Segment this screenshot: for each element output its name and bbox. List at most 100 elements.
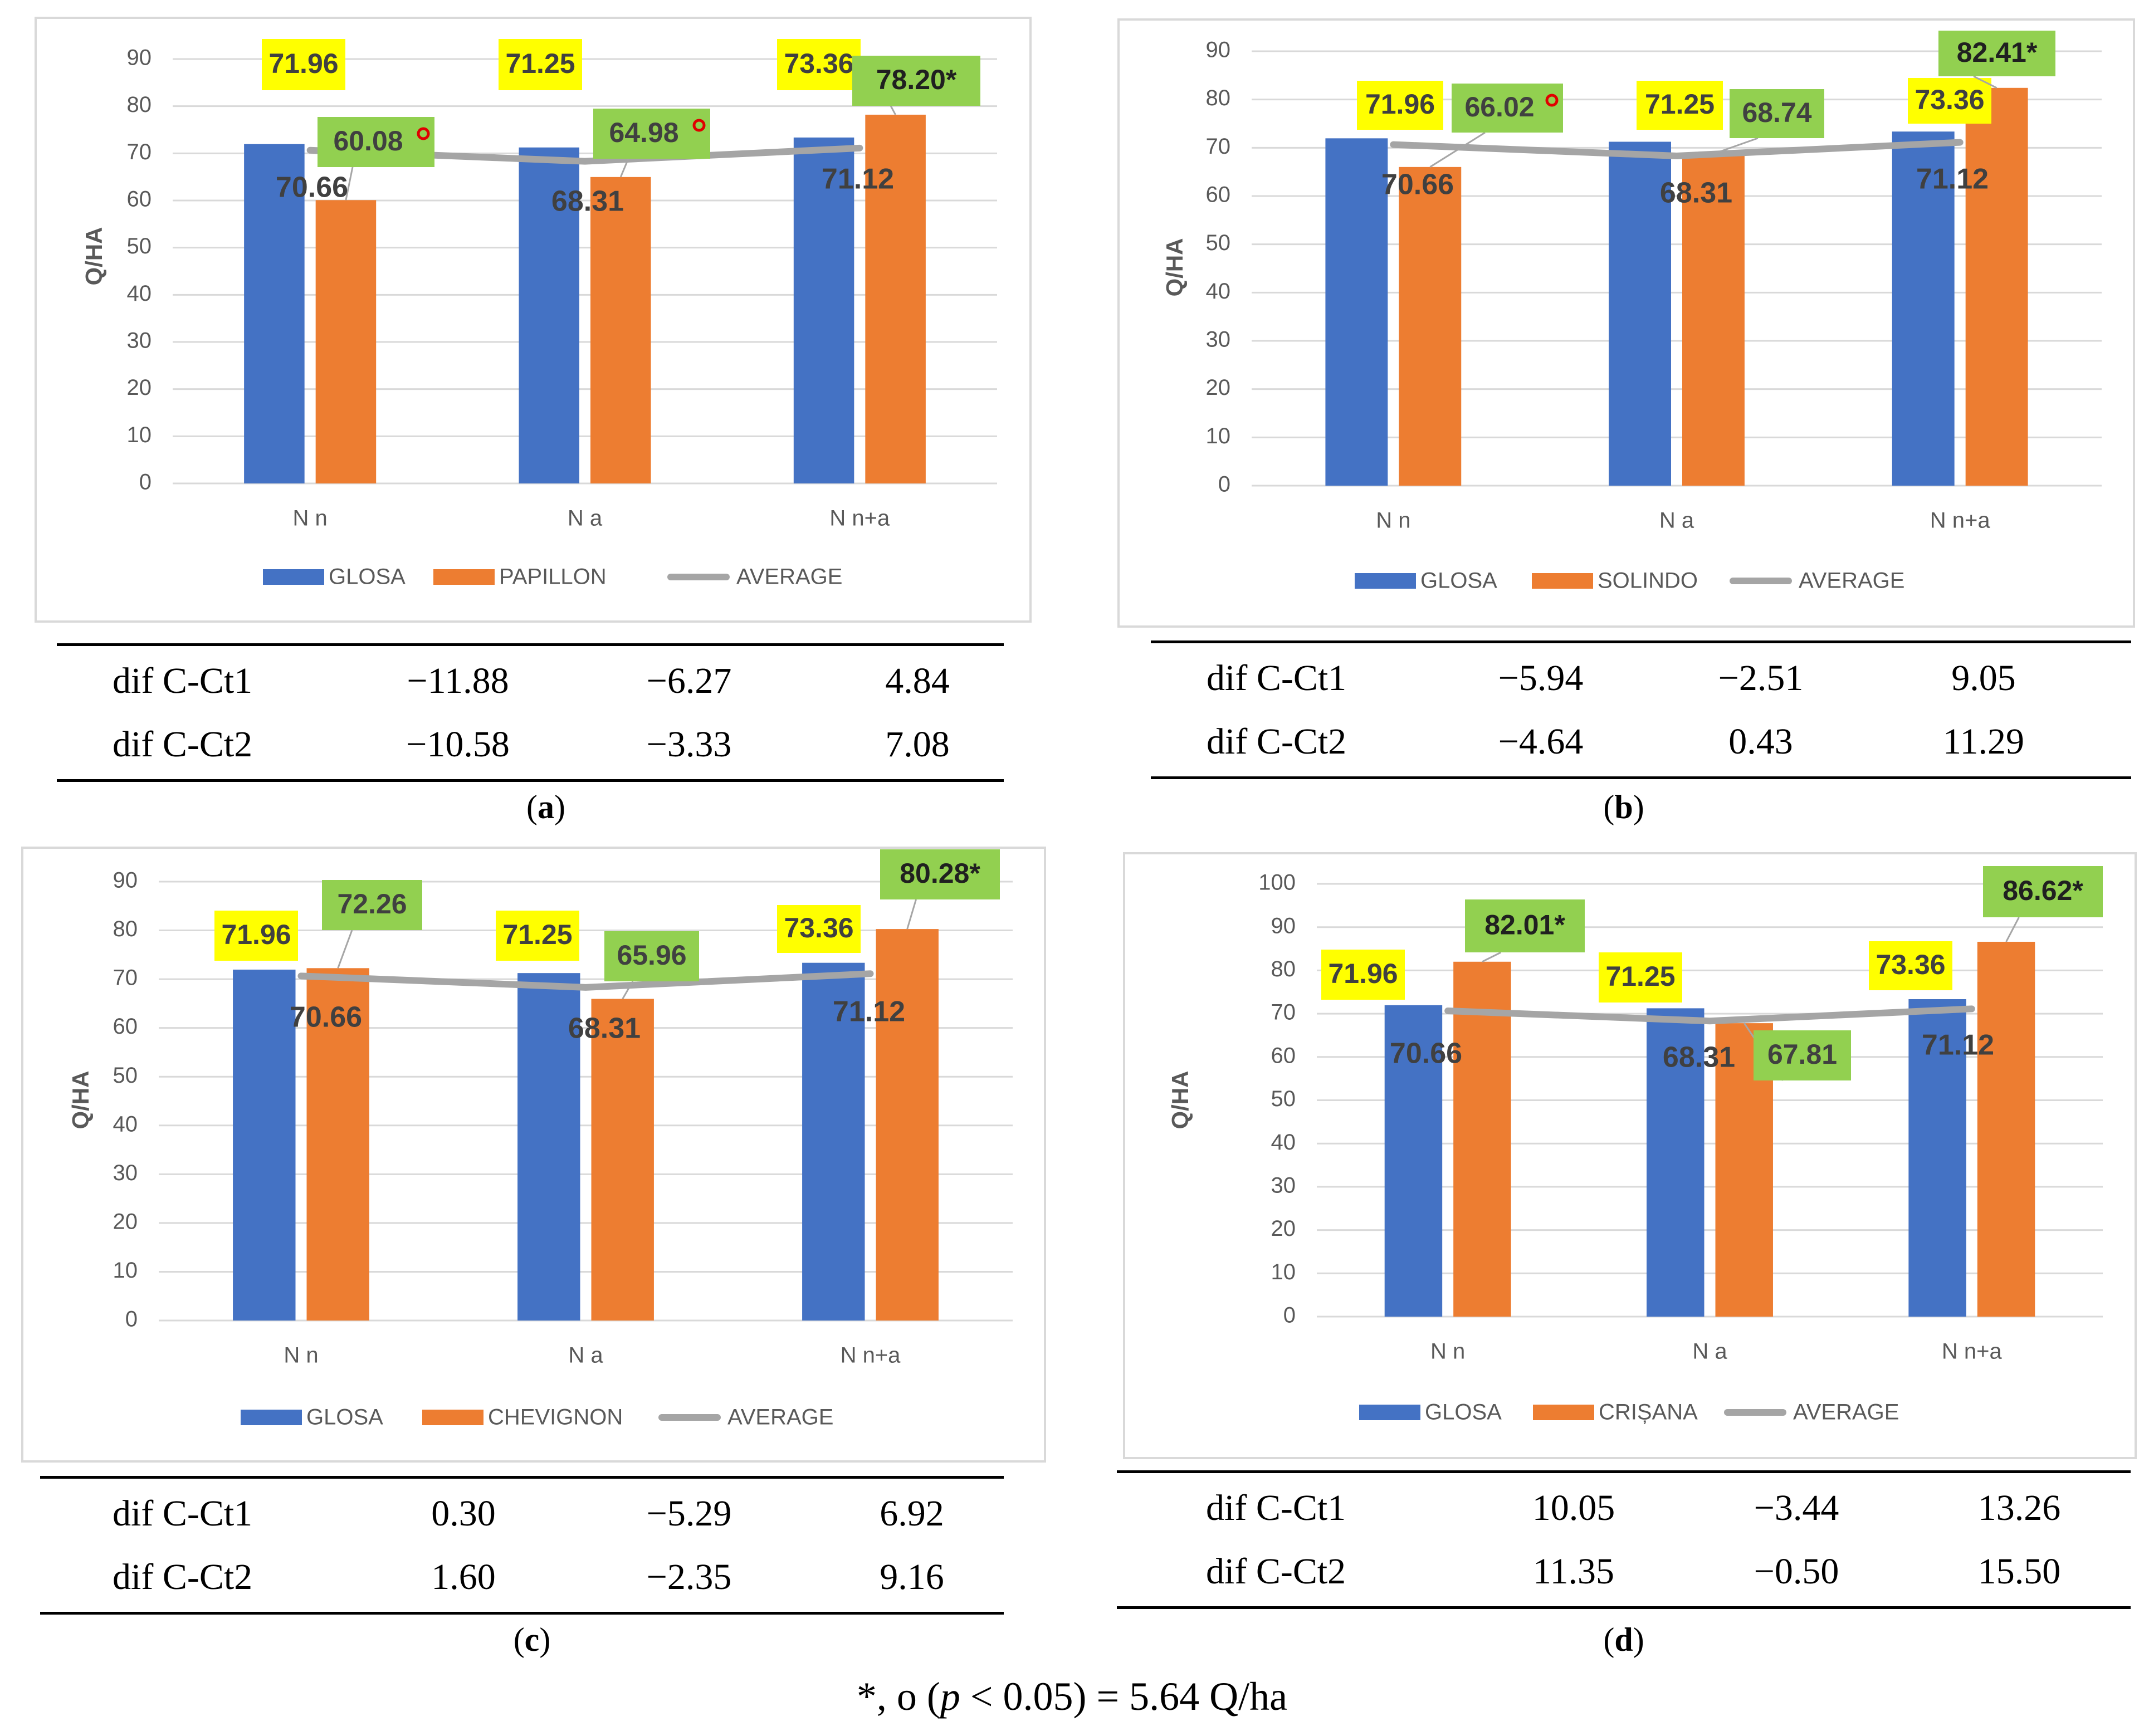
y-tick-label: 60 (1271, 1043, 1296, 1068)
table-row: dif C-Ct2 −4.64 0.43 11.29 (1151, 708, 2131, 775)
x-tick-label: N n+a (841, 1343, 901, 1368)
data-label-bg-glosa (262, 39, 345, 90)
x-tick-label: N n+a (829, 506, 890, 531)
y-tick-label: 30 (113, 1161, 138, 1185)
bar-variety (876, 929, 939, 1321)
legend-label: AVERAGE (1799, 569, 1904, 593)
row-label: dif C-Ct1 (113, 1493, 253, 1534)
table-row: dif C-Ct1 0.30 −5.29 6.92 (40, 1480, 1004, 1547)
legend-swatch (1533, 1405, 1594, 1420)
data-label-bg-glosa (1908, 78, 1991, 124)
y-tick-label: 20 (127, 375, 152, 400)
data-label-bg-variety (1754, 1030, 1851, 1080)
y-tick-label: 50 (1271, 1087, 1296, 1111)
data-label-variety: 82.01* (1484, 909, 1565, 941)
legend-swatch (1532, 573, 1593, 589)
table-rule-bottom (1117, 1606, 2131, 1609)
dif-table-a: dif C-Ct1 −11.88 −6.27 4.84 dif C-Ct2 −1… (57, 643, 1004, 783)
row-label: dif C-Ct1 (1207, 658, 1347, 698)
data-label-variety: 86.62* (2003, 875, 2083, 906)
cell-value: −0.50 (1754, 1551, 1839, 1592)
table-row: dif C-Ct2 1.60 −2.35 9.16 (40, 1544, 1004, 1611)
y-tick-label: 0 (1218, 472, 1230, 497)
leader-line (906, 899, 917, 930)
x-tick-label: N a (1692, 1339, 1727, 1364)
data-label-bg-variety (880, 849, 1000, 899)
data-label-glosa: 71.25 (502, 919, 572, 950)
data-label-average: 68.31 (551, 185, 624, 218)
table-rule-top (40, 1476, 1004, 1479)
data-label-bg-variety (852, 56, 980, 106)
data-label-bg-glosa (777, 905, 861, 953)
y-axis-label: Q/HA (67, 1071, 94, 1129)
table-rule-top (57, 643, 1004, 646)
legend-label: AVERAGE (1793, 1400, 1899, 1425)
data-label-average: 70.66 (290, 1001, 362, 1034)
table-rule-bottom (1151, 776, 2131, 779)
legend-label: AVERAGE (727, 1405, 833, 1430)
cell-value: −4.64 (1498, 721, 1584, 762)
legend-swatch (433, 569, 495, 585)
bar-variety (865, 114, 926, 483)
cell-value: 15.50 (1977, 1551, 2061, 1592)
data-label-average: 71.12 (822, 163, 894, 195)
legend-swatch (263, 569, 324, 585)
caption-a: (a) (526, 789, 565, 825)
x-tick-label: N n (1430, 1339, 1465, 1364)
cell-value: 10.05 (1532, 1488, 1615, 1528)
y-tick-label: 80 (113, 917, 138, 941)
y-tick-label: 70 (1206, 134, 1231, 159)
y-tick-label: 0 (1283, 1303, 1296, 1328)
x-tick-label: N n (284, 1343, 318, 1368)
data-label-bg-variety (593, 109, 710, 159)
data-label-average: 68.31 (568, 1013, 641, 1045)
y-tick-label: 0 (125, 1307, 138, 1332)
y-tick-label: 10 (127, 423, 152, 447)
bar-variety (1965, 87, 2028, 486)
data-label-bg-glosa (777, 39, 861, 90)
legend-label: GLOSA (1420, 569, 1497, 593)
table-row: dif C-Ct2 −10.58 −3.33 7.08 (57, 711, 1004, 778)
footnote-rest: < 0.05) = 5.64 Q/ha (960, 1674, 1288, 1719)
average-line (297, 970, 874, 991)
row-label: dif C-Ct1 (113, 661, 253, 701)
data-label-bg-glosa (214, 911, 298, 961)
data-label-bg-variety (318, 117, 434, 167)
x-tick-label: N n+a (1930, 508, 1991, 533)
table-row: dif C-Ct1 10.05 −3.44 13.26 (1117, 1475, 2131, 1542)
data-label-glosa: 73.36 (1915, 84, 1984, 115)
bar-variety (306, 968, 369, 1321)
bar-glosa (244, 144, 305, 484)
y-tick-label: 80 (127, 92, 152, 117)
bar-glosa (233, 969, 296, 1321)
x-tick-label: N n (293, 506, 328, 531)
data-label-variety: 60.08 (333, 125, 403, 157)
y-tick-label: 40 (1271, 1130, 1296, 1155)
cell-value: −5.94 (1498, 658, 1584, 698)
bar-glosa (1647, 1008, 1705, 1317)
table-row: dif C-Ct1 −11.88 −6.27 4.84 (57, 648, 1004, 715)
data-label-average: 71.12 (833, 996, 905, 1028)
data-label-bg-variety (1730, 89, 1824, 138)
y-tick-label: 30 (1271, 1173, 1296, 1197)
data-label-bg-glosa (1357, 81, 1443, 130)
x-tick-label: N a (568, 506, 603, 531)
y-tick-label: 100 (1258, 871, 1296, 895)
x-tick-label: N n+a (1942, 1339, 2003, 1364)
y-tick-label: 50 (1206, 231, 1231, 255)
data-label-glosa: 71.25 (1645, 89, 1715, 120)
y-axis-label: Q/HA (1161, 238, 1188, 297)
dif-table-d: dif C-Ct1 10.05 −3.44 13.26 dif C-Ct2 11… (1117, 1470, 2131, 1610)
data-label-bg-glosa (499, 39, 582, 90)
caption-d: (d) (1603, 1621, 1644, 1658)
table-rule-bottom (40, 1612, 1004, 1615)
data-label-glosa: 71.96 (1328, 958, 1398, 989)
footnote-p: p (940, 1674, 960, 1719)
legend-label: CRIȘANA (1599, 1400, 1698, 1425)
y-tick-label: 90 (127, 46, 152, 70)
cell-value: −3.44 (1754, 1488, 1839, 1528)
cell-value: 0.30 (431, 1493, 496, 1534)
y-tick-label: 60 (127, 187, 152, 212)
data-label-bg-variety (322, 880, 422, 930)
